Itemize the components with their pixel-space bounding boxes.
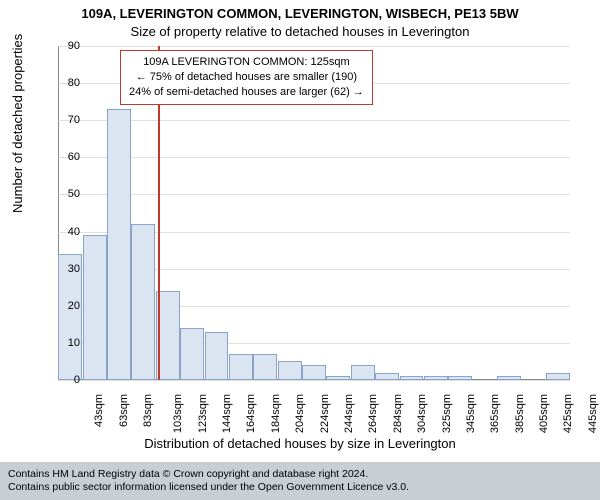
y-tick-label: 80 xyxy=(50,77,80,89)
y-tick-label: 60 xyxy=(50,151,80,163)
x-tick-label: 184sqm xyxy=(270,394,282,433)
histogram-bar xyxy=(400,376,424,380)
x-tick-label: 144sqm xyxy=(221,394,233,433)
y-tick-label: 10 xyxy=(50,337,80,349)
gridline xyxy=(58,157,570,158)
histogram-bar xyxy=(107,109,131,380)
histogram-bar xyxy=(83,235,107,380)
histogram-bar xyxy=(253,354,277,380)
chart-title-line1: 109A, LEVERINGTON COMMON, LEVERINGTON, W… xyxy=(0,6,600,21)
x-tick-label: 385sqm xyxy=(514,394,526,433)
y-axis-label: Number of detached properties xyxy=(10,34,25,213)
y-tick-label: 90 xyxy=(50,40,80,52)
histogram-bar xyxy=(375,373,399,380)
gridline xyxy=(58,46,570,47)
histogram-bar xyxy=(131,224,155,380)
annotation-box: 109A LEVERINGTON COMMON: 125sqm ← 75% of… xyxy=(120,50,373,105)
histogram-bar xyxy=(448,376,472,380)
histogram-bar xyxy=(302,365,326,380)
x-tick-label: 284sqm xyxy=(392,394,404,433)
gridline xyxy=(58,120,570,121)
y-tick-label: 30 xyxy=(50,263,80,275)
x-tick-label: 224sqm xyxy=(319,394,331,433)
x-tick-label: 405sqm xyxy=(538,394,550,433)
histogram-bar xyxy=(546,373,570,380)
x-axis-label: Distribution of detached houses by size … xyxy=(0,436,600,451)
chart-title-line2: Size of property relative to detached ho… xyxy=(0,24,600,39)
x-tick-label: 164sqm xyxy=(246,394,258,433)
y-tick-label: 70 xyxy=(50,114,80,126)
x-tick-label: 244sqm xyxy=(343,394,355,433)
footer-line1: Contains HM Land Registry data © Crown c… xyxy=(8,468,592,482)
gridline xyxy=(58,194,570,195)
x-tick-label: 204sqm xyxy=(294,394,306,433)
x-tick-label: 123sqm xyxy=(197,394,209,433)
footer: Contains HM Land Registry data © Crown c… xyxy=(0,462,600,500)
footer-line2: Contains public sector information licen… xyxy=(8,481,592,495)
gridline xyxy=(58,380,570,381)
y-tick-label: 50 xyxy=(50,188,80,200)
histogram-bar xyxy=(278,361,302,380)
histogram-bar xyxy=(180,328,204,380)
x-tick-label: 43sqm xyxy=(93,394,105,427)
annotation-line3: 24% of semi-detached houses are larger (… xyxy=(129,85,364,100)
histogram-bar xyxy=(326,376,350,380)
x-tick-label: 325sqm xyxy=(441,394,453,433)
histogram-bar xyxy=(497,376,521,380)
annotation-line2: ← 75% of detached houses are smaller (19… xyxy=(129,70,364,85)
histogram-bar xyxy=(351,365,375,380)
x-tick-label: 425sqm xyxy=(563,394,575,433)
histogram-bar xyxy=(229,354,253,380)
x-tick-label: 365sqm xyxy=(489,394,501,433)
annotation-line1: 109A LEVERINGTON COMMON: 125sqm xyxy=(129,55,364,70)
y-tick-label: 40 xyxy=(50,226,80,238)
x-tick-label: 63sqm xyxy=(118,394,130,427)
histogram-bar xyxy=(424,376,448,380)
histogram-bar xyxy=(205,332,229,380)
x-tick-label: 304sqm xyxy=(416,394,428,433)
x-tick-label: 83sqm xyxy=(142,394,154,427)
y-tick-label: 0 xyxy=(50,374,80,386)
y-tick-label: 20 xyxy=(50,300,80,312)
x-tick-label: 264sqm xyxy=(368,394,380,433)
x-tick-label: 345sqm xyxy=(465,394,477,433)
x-tick-label: 103sqm xyxy=(172,394,184,433)
x-tick-label: 445sqm xyxy=(587,394,599,433)
